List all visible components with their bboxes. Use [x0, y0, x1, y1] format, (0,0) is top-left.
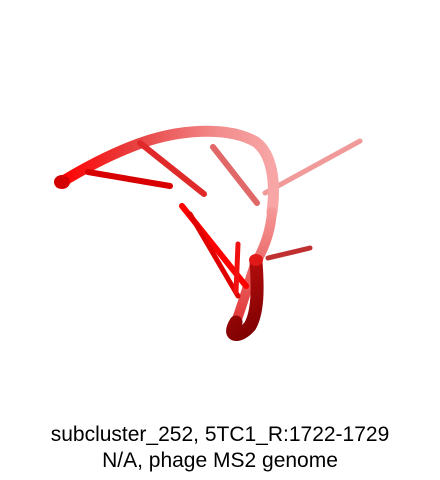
caption-subtitle: N/A, phage MS2 genome	[102, 449, 338, 472]
nucleotide-sticks-back	[210, 138, 363, 261]
caption-title: subcluster_252, 5TC1_R:1722-1729	[50, 423, 390, 446]
backbone-arc	[54, 125, 279, 218]
base-stick	[137, 140, 207, 197]
backbone-end-cap	[249, 254, 263, 266]
base-stick	[233, 241, 241, 295]
backbone-start-cap	[54, 175, 70, 189]
rna-structure-render	[54, 125, 363, 341]
backbone-loop	[226, 255, 264, 341]
nucleotide-sticks-front	[85, 140, 249, 299]
base-stick	[210, 144, 260, 206]
base-stick	[262, 138, 363, 196]
base-stick	[187, 211, 241, 299]
base-stick	[265, 245, 313, 261]
base-stick	[85, 169, 173, 189]
